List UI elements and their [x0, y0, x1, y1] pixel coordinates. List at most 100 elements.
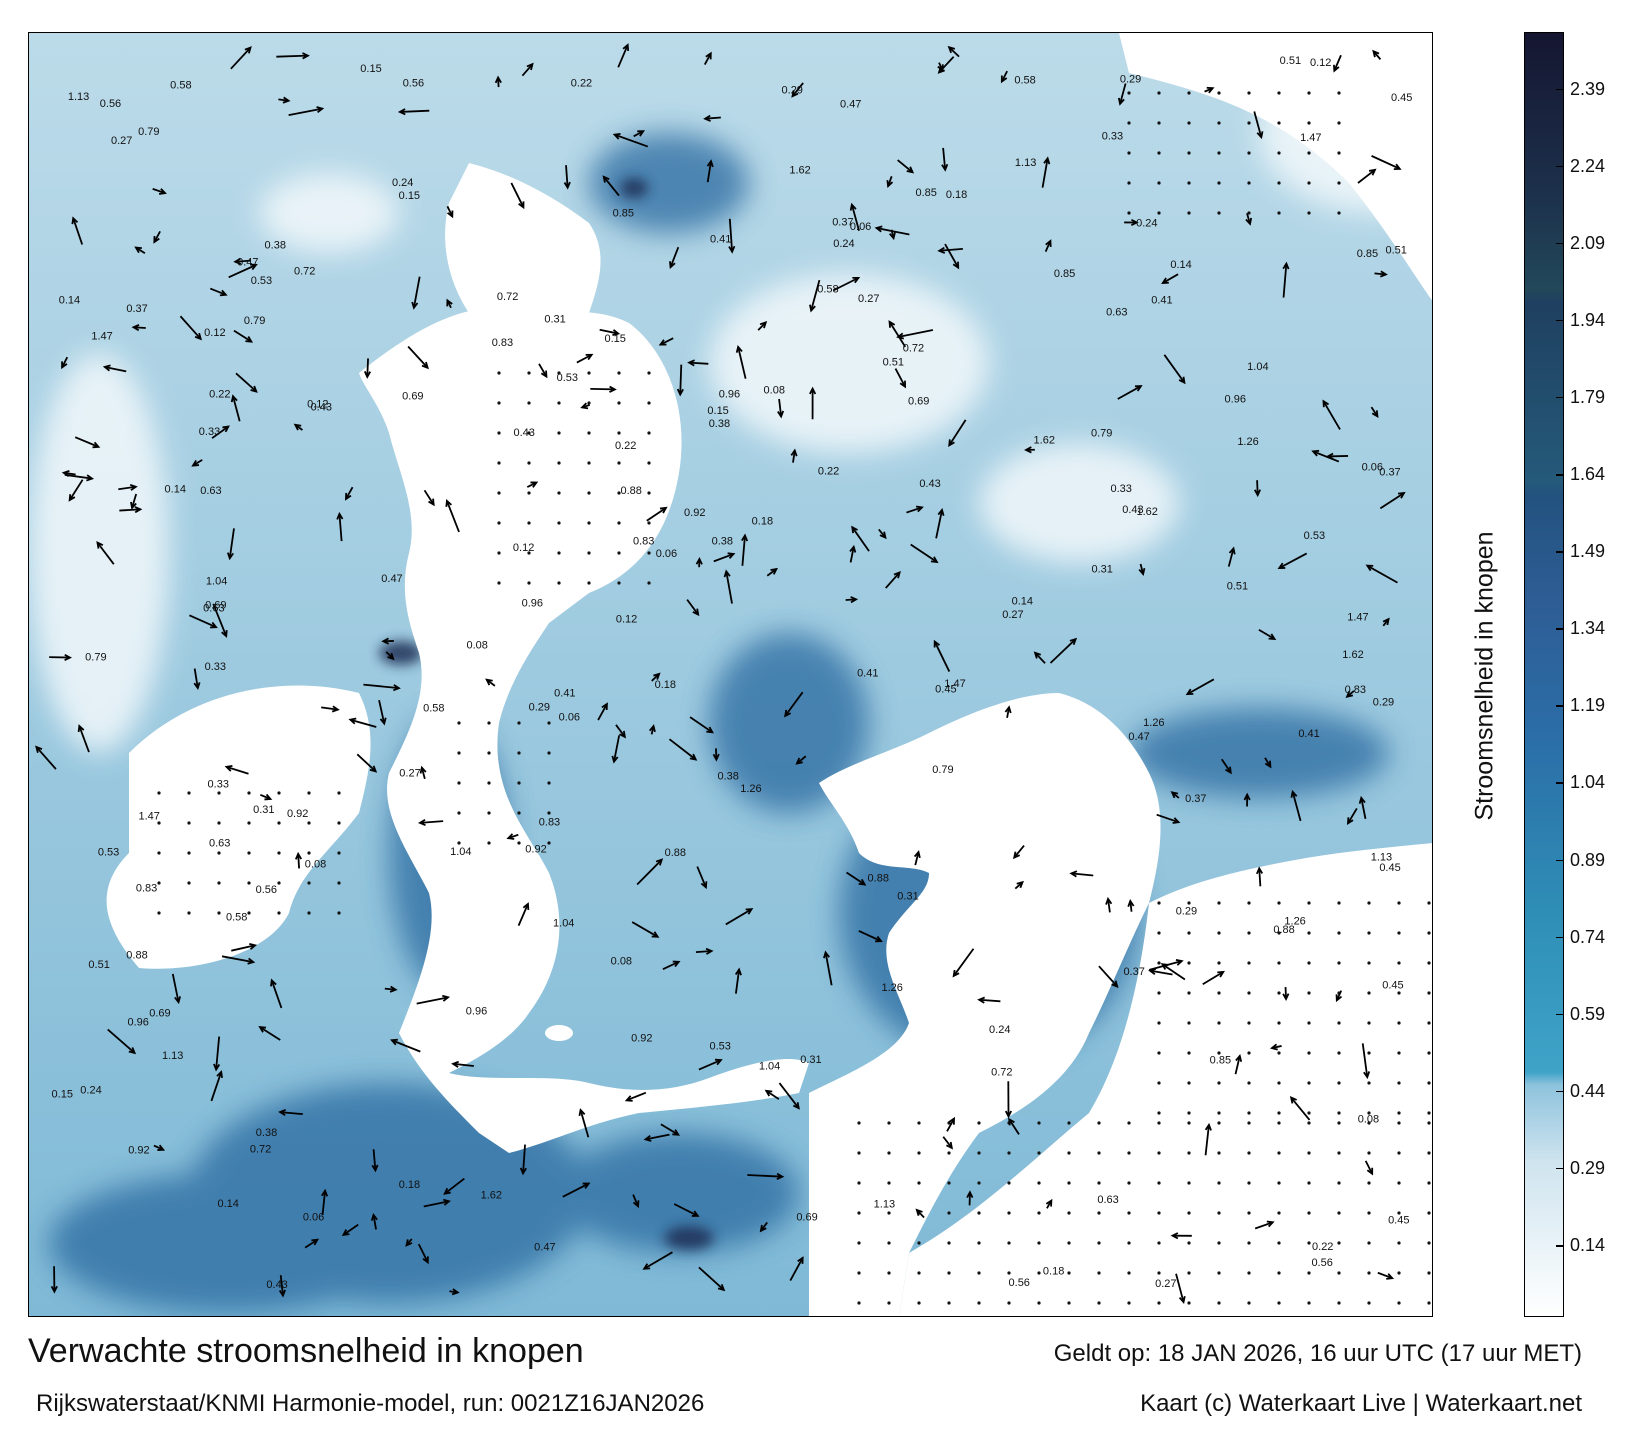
grid-dot — [857, 1211, 861, 1215]
current-arrow-head — [348, 717, 357, 725]
speed-label: 0.47 — [840, 99, 861, 111]
speed-label: 1.47 — [138, 810, 159, 822]
current-arrow-head — [977, 996, 986, 1004]
current-arrow — [345, 486, 354, 500]
grid-dot — [1427, 1121, 1431, 1125]
grid-dot — [337, 851, 341, 855]
current-arrow — [417, 1243, 429, 1263]
land-east-continent — [899, 843, 1432, 1316]
grid-dot — [1427, 901, 1431, 905]
grid-dot — [1367, 1301, 1371, 1305]
current-arrow — [910, 543, 938, 563]
speed-label: 0.22 — [615, 440, 636, 452]
current-arrow — [1161, 963, 1186, 981]
speed-label: 1.62 — [1034, 435, 1055, 447]
grid-dot — [497, 521, 501, 525]
speed-label: 0.24 — [1136, 217, 1157, 229]
grid-dot — [1067, 1271, 1071, 1275]
current-arrow-head — [602, 175, 610, 183]
grid-dot — [1397, 991, 1401, 995]
grid-dot — [247, 821, 251, 825]
grid-dot — [1037, 1181, 1041, 1185]
colorbar-tick-label: 2.39 — [1570, 78, 1606, 99]
current-arrow — [372, 1214, 377, 1230]
current-arrow-head — [1117, 97, 1125, 106]
current-arrow-head — [336, 511, 344, 520]
current-arrow-head — [224, 764, 233, 772]
current-arrow-head — [278, 1109, 287, 1117]
current-arrow-head — [933, 639, 941, 648]
current-arrow-head — [580, 402, 589, 410]
grid-dot — [517, 841, 521, 845]
current-arrow-head — [823, 950, 830, 959]
grid-dot — [1277, 151, 1281, 155]
grid-dot — [187, 851, 191, 855]
current-arrow-head — [893, 570, 901, 579]
speed-label: 0.47 — [237, 257, 258, 269]
grid-dot — [1157, 1151, 1161, 1155]
current-arrow — [1119, 83, 1127, 105]
current-arrow-head — [341, 1229, 350, 1236]
speed-label: 0.92 — [631, 1033, 652, 1045]
current-arrow — [279, 1275, 284, 1296]
grid-dot — [1367, 991, 1371, 995]
current-arrow — [885, 571, 901, 589]
current-arrow-head — [540, 370, 548, 379]
grid-dot — [1037, 1151, 1041, 1155]
current-arrow-head — [451, 1288, 460, 1296]
speed-label: 1.13 — [162, 1050, 183, 1062]
current-arrow-head — [1366, 1167, 1374, 1176]
speed-label: 0.85 — [1054, 268, 1075, 280]
current-arrow-head — [691, 1210, 700, 1217]
grid-dot — [487, 811, 491, 815]
grid-dot — [977, 1151, 981, 1155]
grid-dot — [1067, 1211, 1071, 1215]
colorbar-tick-mark — [1556, 1090, 1564, 1093]
current-arrow-head — [1228, 546, 1236, 555]
speed-label: 0.38 — [712, 536, 733, 548]
grid-dot — [1187, 91, 1191, 95]
current-speed-map[interactable]: 0.29 0.31 0.47 1.04 0.88 0.63 1.13 0.92 0.85 0.58… — [28, 32, 1433, 1317]
current-arrow — [119, 508, 141, 512]
current-arrow-head — [302, 52, 310, 60]
current-arrow — [444, 1177, 465, 1195]
grid-dot — [1277, 961, 1281, 965]
speed-label: 1.13 — [874, 1199, 895, 1211]
current-arrow — [1278, 552, 1308, 569]
current-arrow — [131, 493, 138, 509]
current-arrow — [321, 1190, 326, 1216]
speed-label: 0.41 — [857, 667, 878, 679]
grid-dot — [1247, 181, 1251, 185]
current-arrow-head — [582, 1182, 591, 1189]
grid-dot — [647, 491, 651, 495]
grid-dot — [1277, 211, 1281, 215]
speed-label: 0.79 — [1091, 427, 1112, 439]
speed-label: 0.38 — [256, 1127, 277, 1139]
speed-label: 0.08 — [466, 640, 487, 652]
current-arrow — [226, 766, 249, 775]
current-arrow — [259, 1026, 281, 1041]
current-arrow — [562, 1182, 590, 1198]
grid-dot — [857, 1301, 861, 1305]
current-arrow-head — [1185, 688, 1194, 696]
speed-label: 0.45 — [1388, 1214, 1409, 1226]
current-arrow — [1284, 986, 1287, 1000]
grid-dot — [1367, 931, 1371, 935]
current-arrow-head — [790, 448, 798, 457]
current-arrow — [1282, 263, 1288, 298]
grid-dot — [1037, 1121, 1041, 1125]
current-arrow-head — [1368, 168, 1377, 176]
grid-dot — [617, 431, 621, 435]
grid-dot — [307, 851, 311, 855]
grid-dot — [1277, 991, 1281, 995]
current-arrow-head — [1363, 1071, 1371, 1080]
grid-dot — [1397, 1211, 1401, 1215]
speed-label: 0.12 — [204, 327, 225, 339]
grid-dot — [857, 1151, 861, 1155]
speed-label: 1.04 — [759, 1061, 780, 1073]
speed-label: 0.92 — [287, 808, 308, 820]
grid-dot — [587, 401, 591, 405]
current-arrow-head — [906, 166, 915, 174]
grid-dot — [1337, 1051, 1341, 1055]
grid-dot — [1337, 211, 1341, 215]
